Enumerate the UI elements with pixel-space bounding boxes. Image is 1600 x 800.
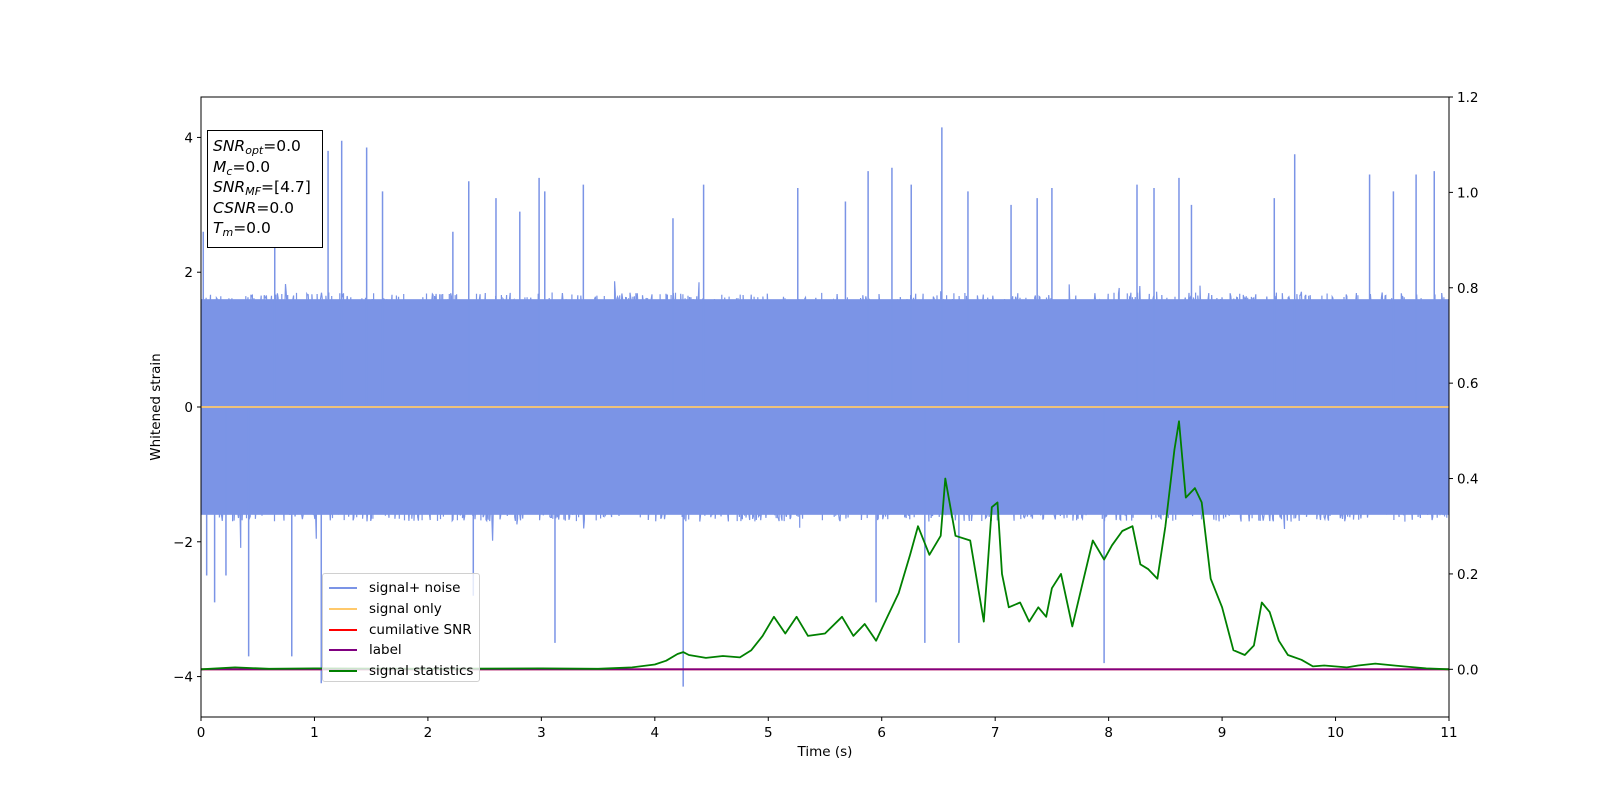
info-box: SNRopt=0.0 Mc=0.0 SNRMF=[4.7] CSNR=0.0 T…: [207, 130, 323, 248]
y-right-tick-label: 1.2: [1457, 90, 1478, 106]
x-tick-label: 1: [310, 725, 319, 741]
y-axis-right: 0.0 0.2 0.4 0.6 0.8 1.0 1.2: [1449, 90, 1478, 678]
y-right-tick-label: 1.0: [1457, 185, 1478, 201]
x-tick-label: 6: [877, 725, 886, 741]
x-tick-label: 2: [424, 725, 433, 741]
legend-item-signal-statistics: signal statistics: [329, 661, 479, 682]
x-tick-label: 7: [991, 725, 1000, 741]
legend-item-label: label: [329, 640, 479, 661]
x-axis-label: Time (s): [797, 744, 853, 760]
y-right-tick-label: 0.6: [1457, 376, 1478, 392]
x-tick-label: 10: [1327, 725, 1344, 741]
legend-label: signal only: [369, 601, 442, 618]
info-snr-mf: SNRMF=[4.7]: [213, 178, 311, 198]
legend-swatch: [329, 608, 357, 611]
y-right-tick-label: 0.4: [1457, 472, 1478, 488]
y-right-tick-label: 0.0: [1457, 662, 1478, 678]
legend-label: label: [369, 642, 402, 659]
legend-item-signal-only: signal only: [329, 599, 479, 620]
y-left-tick-label: −2: [173, 535, 193, 551]
info-snr-opt: SNRopt=0.0: [213, 137, 301, 157]
x-tick-label: 0: [197, 725, 206, 741]
legend-swatch: [329, 587, 357, 590]
legend-item-signal-noise: signal+ noise: [329, 578, 479, 599]
info-tm: Tm=0.0: [213, 219, 271, 239]
y-right-tick-label: 0.2: [1457, 567, 1478, 583]
info-csnr: CSNR=0.0: [213, 198, 294, 217]
series-line-4: [200, 420, 1450, 671]
x-tick-label: 8: [1104, 725, 1113, 741]
y-axis-left: −4 −2 0 2 4: [173, 130, 201, 686]
info-mc: Mc=0.0: [213, 157, 271, 178]
legend-label: cumilative SNR: [369, 621, 472, 638]
x-tick-label: 11: [1440, 725, 1457, 741]
y-left-tick-label: 0: [184, 400, 193, 416]
legend-swatch: [329, 670, 357, 673]
x-tick-label: 9: [1218, 725, 1227, 741]
x-tick-label: 5: [764, 725, 773, 741]
x-tick-label: 4: [651, 725, 660, 741]
legend-swatch: [329, 649, 357, 652]
y-left-tick-label: 2: [184, 265, 193, 281]
y-left-tick-label: 4: [184, 130, 193, 146]
legend-item-cumulative-snr: cumilative SNR: [329, 619, 479, 640]
y-axis-label: Whitened strain: [148, 353, 164, 460]
y-right-tick-label: 0.8: [1457, 281, 1478, 297]
x-axis: 0 1 2 3 4 5 6 7 8 9 10 11: [197, 717, 1458, 741]
legend-swatch: [329, 628, 357, 631]
x-tick-label: 3: [537, 725, 546, 741]
y-left-tick-label: −4: [173, 670, 193, 686]
legend-label: signal statistics: [369, 663, 474, 680]
legend-label: signal+ noise: [369, 580, 461, 597]
legend: signal+ noise signal only cumilative SNR…: [322, 573, 480, 682]
